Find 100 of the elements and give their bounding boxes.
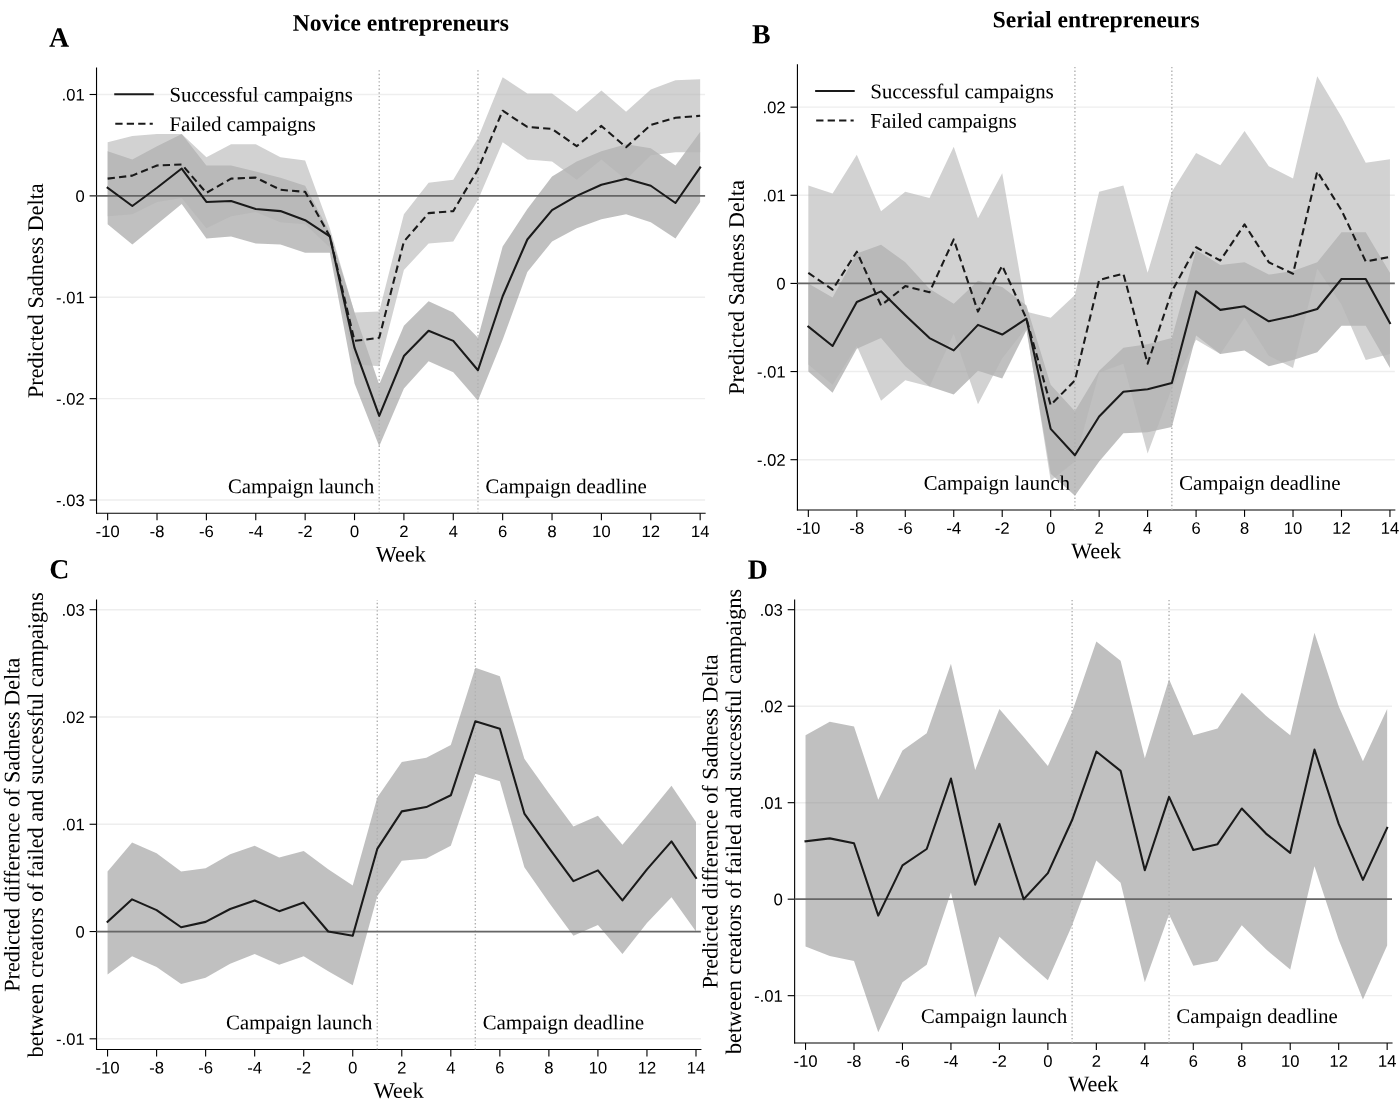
y-tick-label: -.02 xyxy=(56,393,84,405)
x-tick-label: -10 xyxy=(96,1061,119,1074)
y-tick-label: 0 xyxy=(76,925,85,938)
x-tick-label: 8 xyxy=(1240,522,1249,534)
y-axis-title: Predicted difference of Sadness Delta between creators of failed and successful campaigns xyxy=(701,589,746,1055)
x-tick-label: -2 xyxy=(297,1061,311,1074)
y-tick-label: .03 xyxy=(761,604,783,616)
y-tick-label: .02 xyxy=(761,700,782,713)
y-tick-label: 0 xyxy=(76,190,85,203)
x-tick-label: 8 xyxy=(544,1061,553,1074)
ref-line-label: Campaign launch xyxy=(226,1014,373,1034)
y-axis-title: Predicted Sadness Delta xyxy=(728,180,745,395)
ref-line-label: Campaign launch xyxy=(228,478,374,498)
x-tick-label: -6 xyxy=(199,525,214,538)
ref-line-label: Campaign launch xyxy=(924,475,1070,495)
x-tick-label: 14 xyxy=(1379,1055,1396,1067)
x-tick-label: 6 xyxy=(1192,522,1200,534)
x-tick-label: 4 xyxy=(1143,522,1152,534)
x-tick-label: -4 xyxy=(249,525,263,538)
ref-line-label: Campaign deadline xyxy=(1177,1008,1338,1028)
x-axis-title: Week xyxy=(375,546,426,562)
x-tick-label: 0 xyxy=(1046,522,1055,534)
x-tick-label: -8 xyxy=(847,1055,861,1067)
x-tick-label: 10 xyxy=(1282,1055,1299,1067)
x-tick-label: 8 xyxy=(548,525,556,538)
x-tick-label: 8 xyxy=(1237,1055,1246,1067)
x-tick-label: 12 xyxy=(642,525,660,538)
x-tick-label: 12 xyxy=(1333,522,1350,534)
y-axis-title: Predicted difference of Sadness Delta between creators of failed and successful campaigns xyxy=(3,593,48,1058)
x-tick-label: 12 xyxy=(638,1061,656,1074)
x-tick-label: -8 xyxy=(149,1061,164,1074)
x-tick-label: 2 xyxy=(1092,1055,1101,1067)
x-tick-label: 14 xyxy=(688,1061,705,1074)
line-series xyxy=(804,748,1389,917)
x-tick-label: -8 xyxy=(850,522,864,534)
x-tick-label: 14 xyxy=(692,525,709,538)
y-tick-label: -.01 xyxy=(56,1033,84,1046)
text: C xyxy=(50,560,68,579)
text: B xyxy=(752,25,770,44)
x-tick-label: -2 xyxy=(995,522,1009,534)
x-tick-label: -2 xyxy=(992,1055,1006,1067)
x-tick-label: -6 xyxy=(198,1061,213,1074)
x-tick-label: 10 xyxy=(1285,522,1302,534)
y-tick-label: -.02 xyxy=(757,454,785,466)
x-axis-title: Week xyxy=(1071,542,1122,559)
y-tick-label: .03 xyxy=(63,604,84,616)
y-tick-label: -.01 xyxy=(754,990,783,1002)
x-tick-label: 4 xyxy=(1140,1055,1149,1067)
text: A xyxy=(49,28,69,47)
x-tick-label: 14 xyxy=(1381,522,1399,534)
x-tick-label: 4 xyxy=(449,525,458,538)
ref-line-label: Campaign launch xyxy=(921,1008,1067,1028)
y-tick-label: .01 xyxy=(763,189,785,202)
x-tick-label: -4 xyxy=(947,522,961,534)
x-tick-label: 2 xyxy=(397,1061,406,1074)
y-tick-label: 0 xyxy=(777,277,785,290)
chart-title: Serial entrepreneurs xyxy=(993,10,1200,33)
x-tick-label: -2 xyxy=(298,525,312,538)
text: D xyxy=(748,560,767,579)
x-tick-label: 0 xyxy=(1043,1055,1052,1067)
x-tick-label: -6 xyxy=(898,522,912,534)
x-tick-label: 6 xyxy=(1189,1055,1198,1067)
x-tick-label: 6 xyxy=(496,1061,504,1074)
y-tick-label: 0 xyxy=(774,893,783,906)
legend-label: Failed campaigns xyxy=(870,113,1016,133)
y-tick-label: .01 xyxy=(63,818,84,831)
x-tick-label: 10 xyxy=(593,525,611,538)
x-axis-title: Week xyxy=(1068,1075,1119,1092)
line-series xyxy=(106,720,698,937)
x-tick-label: -6 xyxy=(895,1055,910,1067)
x-tick-label: -10 xyxy=(797,522,820,534)
ref-line-label: Campaign deadline xyxy=(483,1014,644,1034)
x-tick-label: -4 xyxy=(944,1055,958,1067)
chart-title: Novice entrepreneurs xyxy=(293,14,509,36)
y-tick-label: -.01 xyxy=(757,365,785,378)
x-tick-label: -10 xyxy=(96,525,120,538)
y-tick-label: .02 xyxy=(763,101,785,114)
ref-line-label: Campaign deadline xyxy=(486,478,647,498)
legend-label: Successful campaigns xyxy=(871,83,1053,103)
x-tick-label: 12 xyxy=(1330,1055,1348,1067)
x-tick-label: -8 xyxy=(150,525,164,538)
ref-line-label: Campaign deadline xyxy=(1179,475,1340,495)
y-tick-label: .01 xyxy=(761,797,783,809)
legend-label: Successful campaigns xyxy=(170,86,353,107)
x-axis-title: Week xyxy=(373,1082,424,1099)
x-tick-label: 10 xyxy=(589,1061,607,1074)
x-tick-label: 2 xyxy=(400,525,408,538)
y-tick-label: .01 xyxy=(63,88,84,101)
x-tick-label: 0 xyxy=(350,525,359,538)
y-tick-label: -.01 xyxy=(56,291,84,304)
y-axis-title: Predicted Sadness Delta xyxy=(27,183,44,398)
y-tick-label: -.03 xyxy=(56,494,84,507)
x-tick-label: -10 xyxy=(794,1055,817,1067)
x-tick-label: 0 xyxy=(348,1061,357,1074)
x-tick-label: 4 xyxy=(446,1061,455,1074)
legend-label: Failed campaigns xyxy=(170,116,316,136)
x-tick-label: 2 xyxy=(1095,522,1103,534)
x-tick-label: 6 xyxy=(498,525,507,538)
y-tick-label: .02 xyxy=(63,711,84,724)
x-tick-label: -4 xyxy=(248,1061,262,1074)
